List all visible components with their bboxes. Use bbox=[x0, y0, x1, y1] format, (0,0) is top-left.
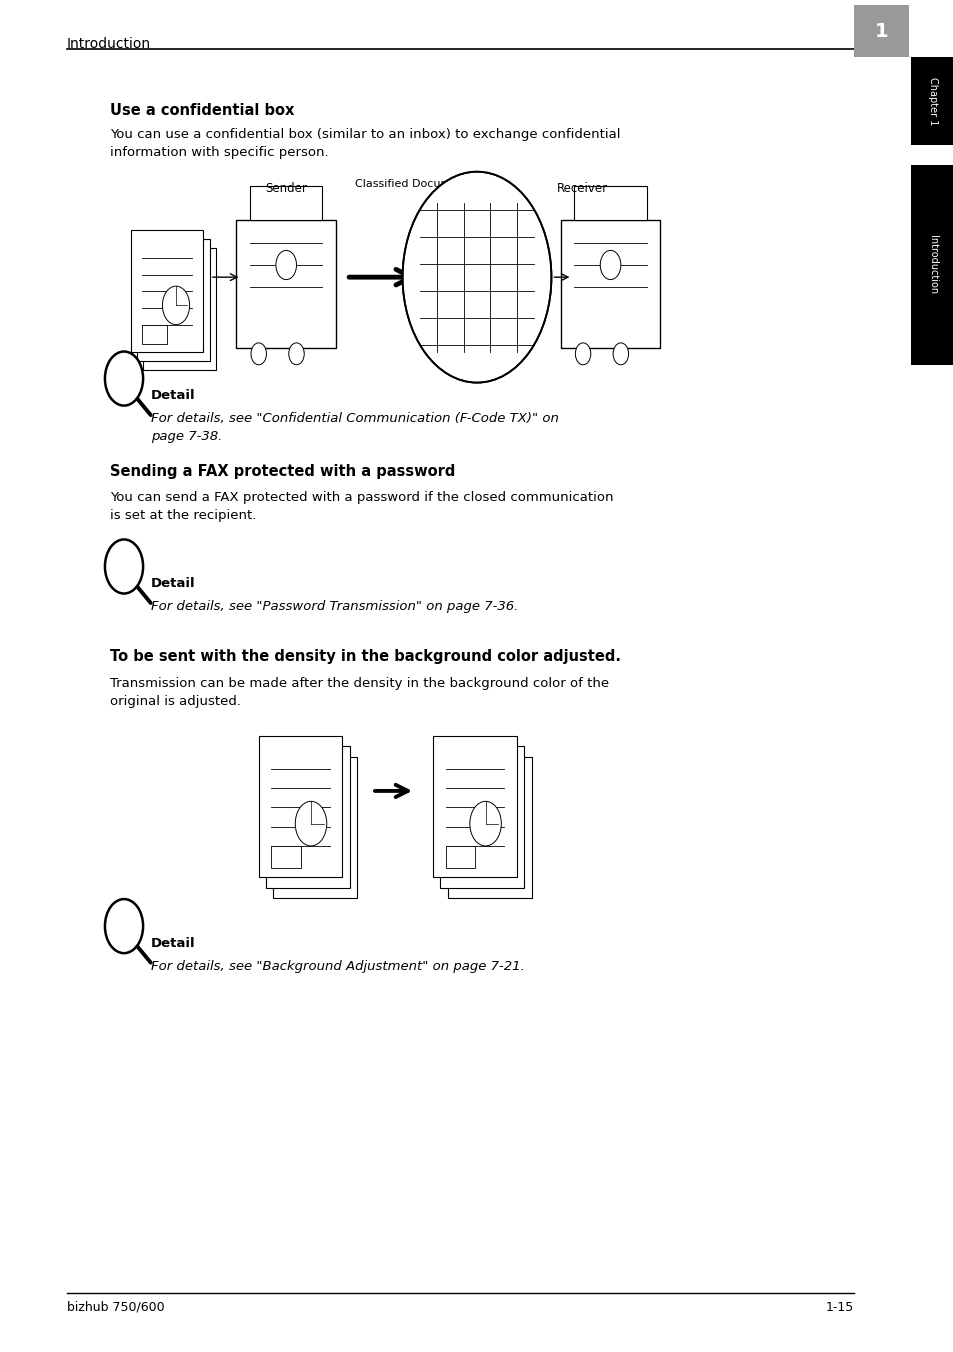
FancyBboxPatch shape bbox=[131, 230, 203, 352]
FancyBboxPatch shape bbox=[236, 220, 335, 347]
Circle shape bbox=[402, 172, 551, 383]
Text: To be sent with the density in the background color adjusted.: To be sent with the density in the backg… bbox=[110, 649, 620, 664]
Text: Detail: Detail bbox=[151, 937, 195, 950]
FancyBboxPatch shape bbox=[141, 324, 167, 343]
Text: Classified Document Box: Classified Document Box bbox=[355, 180, 494, 189]
Text: You can use a confidential box (similar to an inbox) to exchange confidential
in: You can use a confidential box (similar … bbox=[110, 128, 619, 160]
Circle shape bbox=[275, 250, 296, 280]
FancyBboxPatch shape bbox=[910, 165, 953, 365]
Text: Detail: Detail bbox=[151, 577, 195, 591]
Text: Detail: Detail bbox=[151, 389, 195, 403]
FancyBboxPatch shape bbox=[137, 239, 210, 361]
FancyBboxPatch shape bbox=[574, 185, 646, 220]
Circle shape bbox=[599, 250, 620, 280]
Circle shape bbox=[105, 352, 143, 406]
Circle shape bbox=[469, 802, 501, 846]
Text: bizhub 750/600: bizhub 750/600 bbox=[67, 1301, 164, 1314]
Circle shape bbox=[575, 343, 590, 365]
Text: For details, see "Confidential Communication (F-Code TX)" on
page 7-38.: For details, see "Confidential Communica… bbox=[151, 412, 558, 443]
FancyBboxPatch shape bbox=[560, 220, 659, 347]
Circle shape bbox=[251, 343, 266, 365]
Text: Introduction: Introduction bbox=[67, 37, 151, 50]
Circle shape bbox=[105, 899, 143, 953]
Text: For details, see "Background Adjustment" on page 7-21.: For details, see "Background Adjustment"… bbox=[151, 960, 524, 973]
Text: You can send a FAX protected with a password if the closed communication
is set : You can send a FAX protected with a pass… bbox=[110, 491, 613, 522]
Circle shape bbox=[613, 343, 628, 365]
Text: Sender: Sender bbox=[265, 181, 307, 195]
Text: Chapter 1: Chapter 1 bbox=[926, 77, 937, 126]
Text: Introduction: Introduction bbox=[926, 235, 937, 295]
Circle shape bbox=[105, 539, 143, 594]
FancyBboxPatch shape bbox=[250, 185, 322, 220]
Text: Receiver: Receiver bbox=[556, 181, 607, 195]
FancyBboxPatch shape bbox=[273, 757, 356, 898]
Circle shape bbox=[162, 287, 190, 324]
FancyBboxPatch shape bbox=[445, 846, 475, 868]
Text: Use a confidential box: Use a confidential box bbox=[110, 103, 294, 118]
FancyBboxPatch shape bbox=[271, 846, 300, 868]
FancyBboxPatch shape bbox=[910, 57, 953, 145]
Text: Transmission can be made after the density in the background color of the
origin: Transmission can be made after the densi… bbox=[110, 677, 608, 708]
Circle shape bbox=[289, 343, 304, 365]
FancyBboxPatch shape bbox=[433, 735, 517, 877]
FancyBboxPatch shape bbox=[258, 735, 342, 877]
Circle shape bbox=[295, 802, 326, 846]
Text: Sending a FAX protected with a password: Sending a FAX protected with a password bbox=[110, 464, 455, 479]
Text: For details, see "Password Transmission" on page 7-36.: For details, see "Password Transmission"… bbox=[151, 600, 517, 614]
FancyBboxPatch shape bbox=[440, 746, 524, 888]
FancyBboxPatch shape bbox=[447, 757, 531, 898]
FancyBboxPatch shape bbox=[143, 247, 215, 369]
Text: 1-15: 1-15 bbox=[824, 1301, 853, 1314]
FancyBboxPatch shape bbox=[266, 746, 350, 888]
FancyBboxPatch shape bbox=[853, 5, 908, 57]
Text: 1: 1 bbox=[874, 22, 887, 41]
